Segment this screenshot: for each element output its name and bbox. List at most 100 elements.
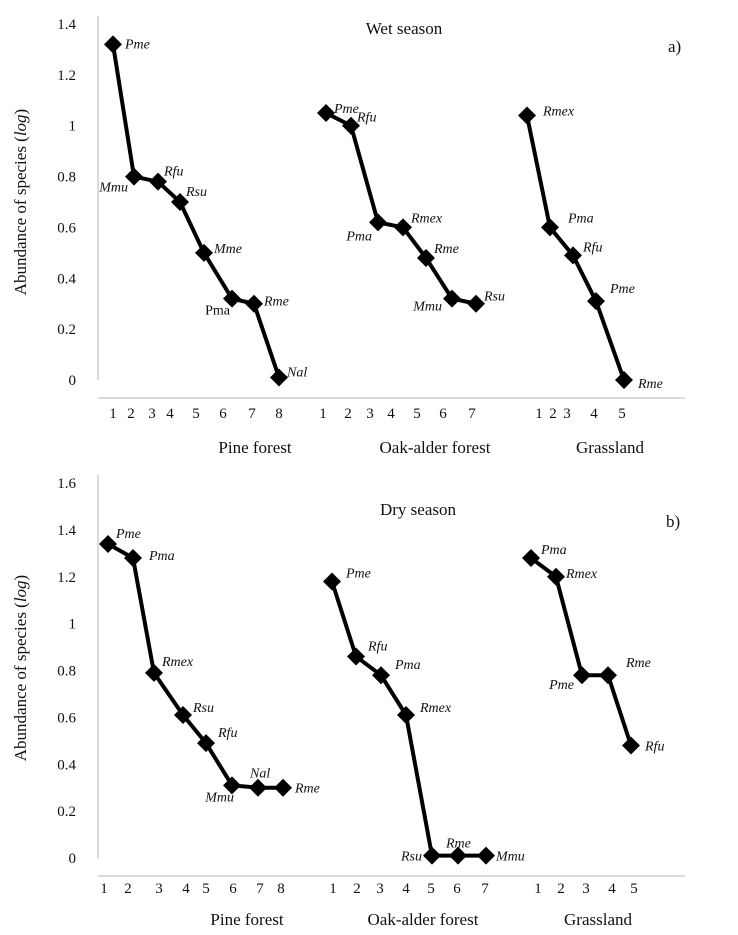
data-point-marker (467, 294, 485, 313)
x-tick-label: 4 (166, 406, 174, 422)
data-point-marker (573, 666, 591, 685)
x-tick-label: 1 (109, 406, 117, 422)
x-tick-label: 5 (630, 881, 638, 897)
data-point-marker (174, 706, 192, 725)
data-point-marker (99, 534, 117, 553)
point-label: Pme (345, 566, 371, 581)
y-tick-label: 1.4 (57, 17, 76, 33)
x-tick-label: 7 (256, 881, 264, 897)
data-point-marker (171, 193, 189, 211)
data-point-marker (347, 647, 365, 666)
x-tick-label: 2 (124, 881, 132, 897)
data-point-marker (547, 567, 565, 586)
x-tick-label: 8 (277, 881, 285, 897)
data-point-marker (245, 294, 263, 313)
x-tick-label: 3 (148, 406, 156, 422)
point-label: Rmex (419, 701, 452, 716)
point-label: Pme (124, 37, 150, 52)
panel-title: Wet season (366, 19, 443, 38)
data-point-marker (124, 549, 142, 567)
point-label: Pme (609, 282, 635, 297)
data-point-marker (223, 776, 241, 795)
point-label: Pma (567, 211, 594, 226)
y-tick-label: 0.6 (57, 710, 76, 726)
x-tick-label: 4 (387, 406, 395, 422)
data-point-marker (622, 736, 640, 755)
x-tick-label: 6 (219, 406, 227, 422)
x-tick-label: 5 (202, 881, 210, 897)
point-label: Rme (294, 782, 320, 797)
point-label: Rsu (185, 185, 207, 200)
x-tick-label: 3 (582, 881, 590, 897)
data-point-marker (145, 663, 163, 682)
group-label: Pine forest (218, 438, 291, 457)
x-tick-label: 6 (229, 881, 237, 897)
point-label: Mmu (204, 790, 234, 805)
data-point-marker (369, 213, 387, 232)
x-tick-label: 6 (453, 881, 461, 897)
point-label: Rmex (410, 211, 443, 226)
point-label: Rme (637, 377, 663, 392)
x-tick-label: 3 (376, 881, 384, 897)
x-tick-label: 5 (413, 406, 421, 422)
x-tick-label: 4 (402, 881, 410, 897)
y-tick-label: 1 (69, 617, 77, 633)
x-tick-label: 2 (344, 406, 352, 422)
point-label: Mmu (98, 181, 128, 196)
x-tick-label: 2 (127, 406, 135, 422)
data-point-marker (443, 289, 461, 308)
series-group-grassland: Pma Rmex Pme Rme Rfu 1 2 3 4 5 Grassland (522, 543, 664, 929)
series-group-grassland: Rmex Pma Rfu Pme Rme 1 2 3 4 5 Grassland (518, 105, 663, 457)
data-point-marker (249, 778, 267, 797)
data-point-marker (599, 666, 617, 685)
data-point-marker (195, 243, 213, 262)
x-tick-label: 4 (590, 406, 598, 422)
y-tick-label: 0.8 (57, 664, 76, 680)
x-tick-label: 2 (549, 406, 557, 422)
y-tick-label: 0 (69, 373, 77, 389)
y-tick-label: 0.4 (57, 757, 76, 773)
data-point-marker (223, 289, 241, 308)
x-tick-label: 5 (427, 881, 435, 897)
x-tick-label: 1 (329, 881, 337, 897)
y-tick-label: 0.6 (57, 220, 76, 236)
series-line (529, 556, 633, 747)
point-label: Rfu (644, 740, 664, 755)
point-label: Pma (394, 658, 421, 673)
point-label: Rmex (542, 105, 575, 120)
group-label: Grassland (564, 910, 632, 929)
panel-letter: a) (668, 37, 681, 56)
data-point-marker (518, 106, 536, 125)
data-point-marker (522, 549, 540, 567)
x-tick-label: 5 (192, 406, 200, 422)
y-tick-label: 1.4 (57, 523, 76, 539)
data-point-marker (564, 246, 582, 265)
panel-letter: b) (666, 512, 680, 531)
data-point-marker (372, 666, 390, 685)
point-label: Pma (205, 304, 231, 319)
panel-dry-season: 0 0.2 0.4 0.6 0.8 1 1.2 1.4 1.6 Abundance of spec… (11, 475, 685, 929)
point-label: Rsu (192, 701, 214, 716)
x-tick-label: 3 (563, 406, 571, 422)
point-label: Mmu (495, 850, 525, 865)
y-tick-label: 1.2 (57, 68, 76, 84)
group-label: Oak-alder forest (368, 910, 479, 929)
point-label: Rfu (582, 240, 602, 255)
point-label: Rmex (161, 655, 194, 670)
point-label: Nal (249, 767, 270, 782)
data-point-marker (394, 218, 412, 237)
data-point-marker (417, 248, 435, 267)
point-label: Pma (148, 549, 175, 564)
data-point-marker (104, 35, 122, 54)
point-label: Rsu (400, 850, 422, 865)
y-tick-label: 1.2 (57, 570, 76, 586)
series-line (107, 542, 283, 790)
series-line (325, 111, 477, 306)
point-label: Rmex (565, 567, 598, 582)
x-tick-label: 7 (481, 881, 489, 897)
y-tick-label: 1 (69, 119, 77, 135)
